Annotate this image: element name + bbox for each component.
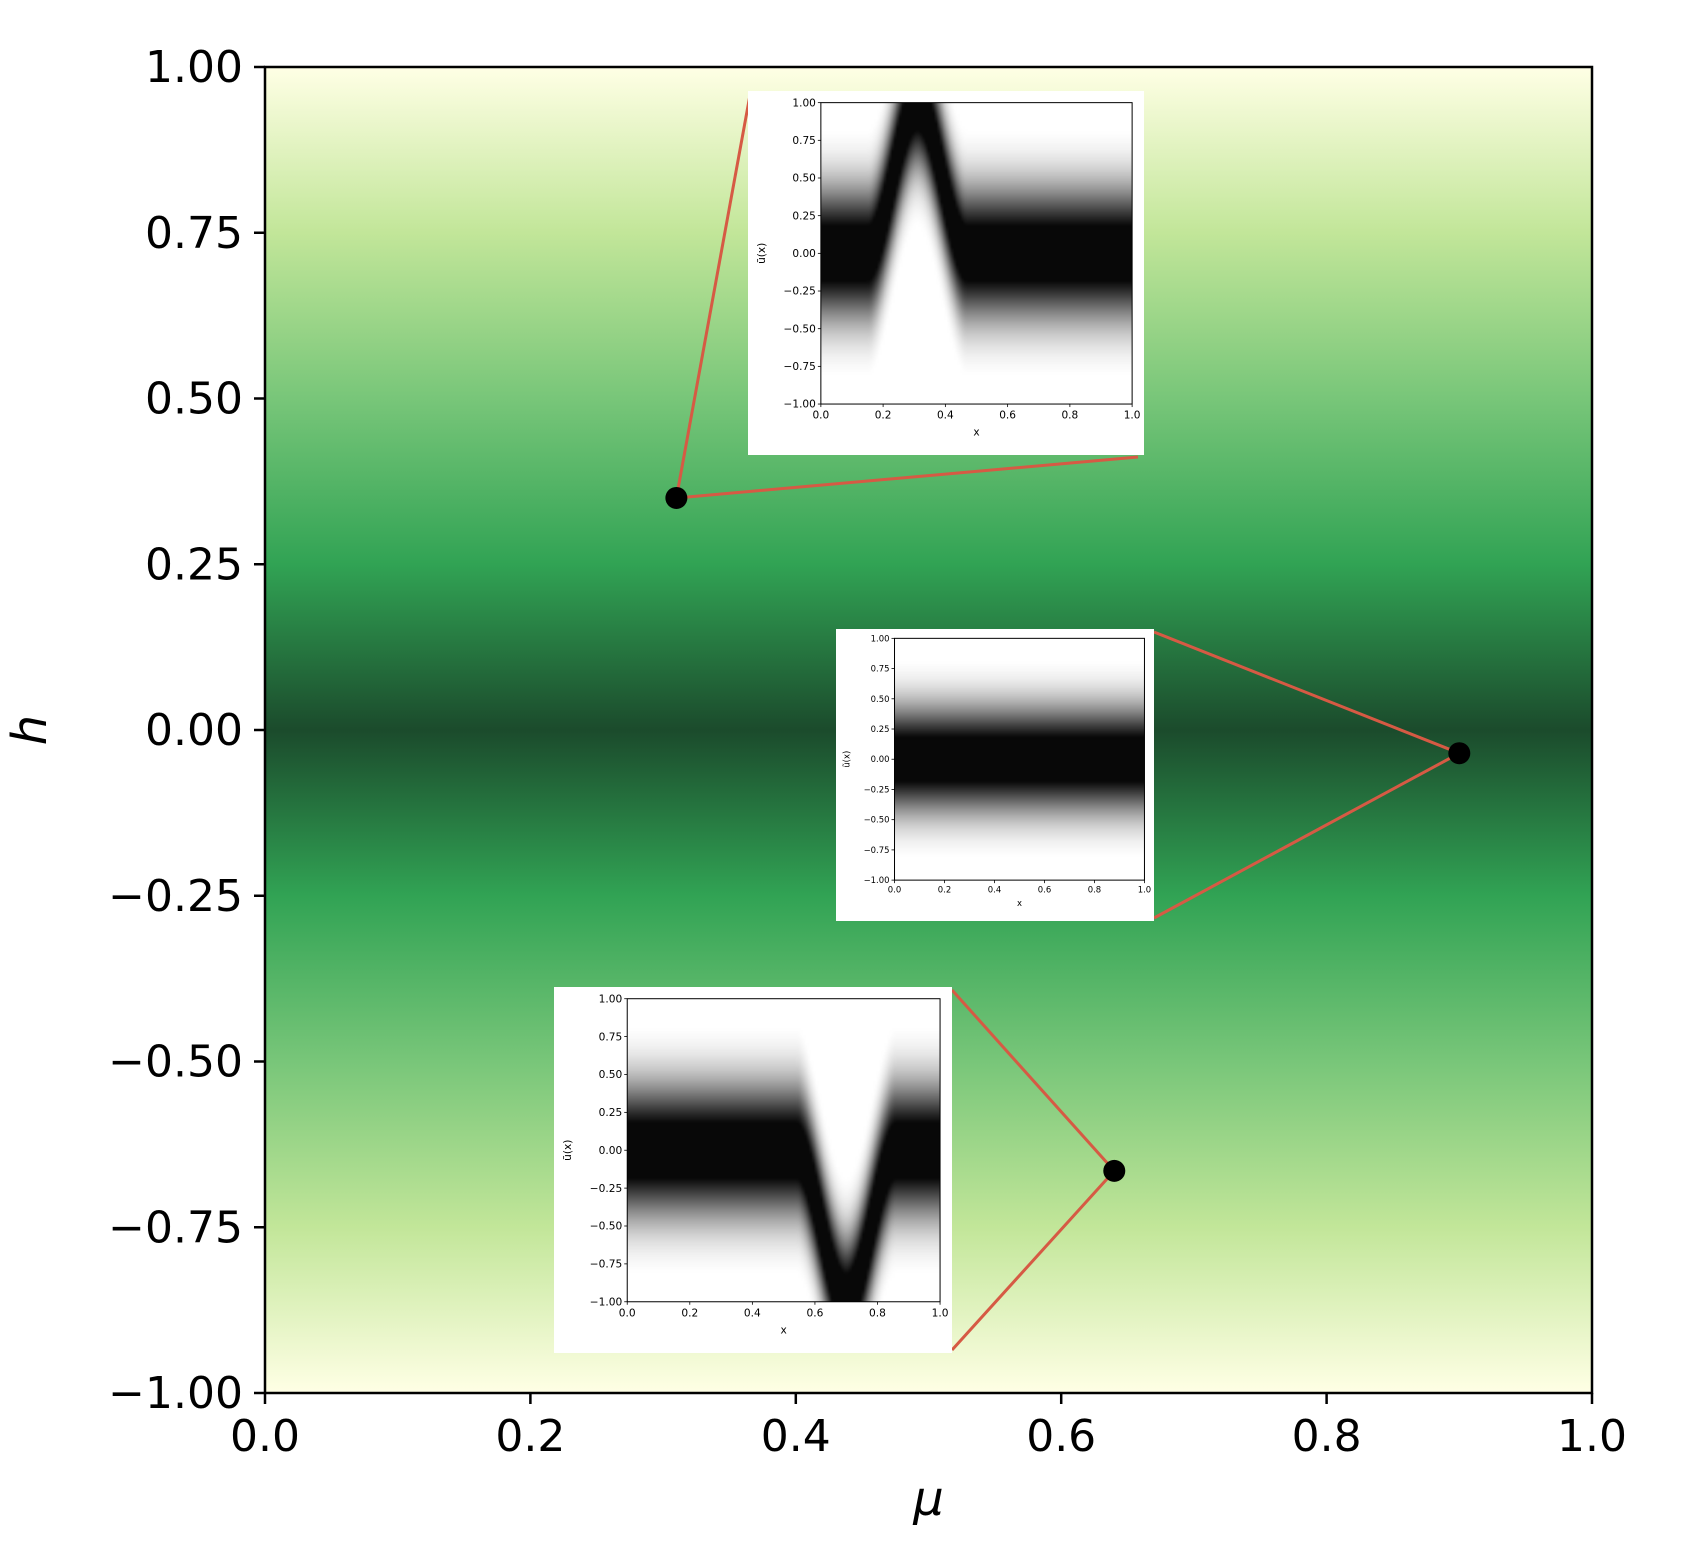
inset-y-tick-label: −0.50 — [590, 1220, 623, 1233]
marker-points — [665, 486, 1471, 1182]
inset-y-tick-label: −1.00 — [784, 399, 817, 411]
inset-y-tick-label: 0.00 — [599, 1144, 623, 1157]
inset-x-tick-label: 0.2 — [681, 1306, 698, 1319]
inset-x-tick-label: 0.8 — [1088, 885, 1101, 895]
y-tick-label: −0.50 — [108, 1037, 243, 1088]
inset-y-tick-label: 0.00 — [792, 248, 816, 260]
inset-x-axis-label: x — [781, 1323, 787, 1336]
connector-lines — [674, 94, 1461, 1352]
inset-density-image — [894, 638, 1145, 881]
inset-x-axis-label: x — [1017, 898, 1022, 908]
inset-x-tick-label: 0.8 — [1061, 410, 1078, 422]
y-tick-label: −0.25 — [108, 871, 243, 922]
x-tick-label: 0.6 — [1026, 1411, 1096, 1462]
inset-x-tick-label: 0.6 — [999, 410, 1016, 422]
inset-x-tick-label: 1.0 — [1124, 410, 1141, 422]
inset-x-tick-label: 1.0 — [932, 1306, 949, 1319]
inset-y-tick-label: 0.75 — [871, 664, 890, 674]
inset-x-tick-label: 0.0 — [888, 885, 901, 895]
inset-y-tick-label: 0.50 — [792, 173, 816, 185]
inset-x-tick-label: 0.0 — [812, 410, 829, 422]
main-axes: 0.0 0.2 0.4 0.6 0.8 1.0 1.00 0.75 0.50 0.25 0.00 −0… — [2, 42, 1627, 1527]
inset-x-tick-label: 0.4 — [937, 410, 954, 422]
inset-plot: 0.0 0.2 0.4 0.6 0.8 1.0 1.00 0.75 0.50 0.25 0.00 −0… — [554, 987, 952, 1353]
inset-x-tick-label: 0.6 — [1038, 885, 1051, 895]
inset-y-tick-label: −0.50 — [784, 323, 817, 335]
inset-y-tick-label: 1.00 — [792, 97, 816, 109]
y-tick-label: −1.00 — [108, 1368, 243, 1419]
connector-line — [1153, 751, 1461, 920]
inset-y-tick-label: 0.25 — [599, 1106, 623, 1119]
inset-y-tick-label: 0.25 — [871, 724, 890, 734]
y-tick-label: 1.00 — [145, 42, 243, 93]
inset-y-tick-label: 0.50 — [871, 694, 890, 704]
inset-plot: 0.0 0.2 0.4 0.6 0.8 1.0 1.00 0.75 0.50 0.25 0.00 −0… — [836, 629, 1154, 921]
x-tick-label: 1.0 — [1557, 1411, 1627, 1462]
parameter-point — [665, 486, 688, 509]
inset-plots: 0.0 0.2 0.4 0.6 0.8 1.0 1.00 0.75 0.50 0.25 0.00 −0… — [554, 91, 1154, 1353]
x-tick-label: 0.2 — [495, 1411, 565, 1462]
inset-x-tick-label: 0.2 — [938, 885, 951, 895]
inset-y-tick-label: −0.75 — [864, 845, 890, 855]
inset-y-tick-label: 1.00 — [871, 633, 890, 643]
inset-y-tick-label: −0.75 — [784, 361, 816, 373]
inset-y-tick-label: 0.50 — [599, 1068, 623, 1081]
inset-plot: 0.0 0.2 0.4 0.6 0.8 1.0 1.00 0.75 0.50 0.25 0.00 −0… — [748, 91, 1144, 455]
parameter-point — [1448, 742, 1471, 765]
inset-x-tick-label: 0.8 — [869, 1306, 886, 1319]
x-tick-label: 0.4 — [761, 1411, 831, 1462]
connector-line — [674, 94, 752, 499]
inset-y-tick-label: −0.25 — [784, 286, 816, 298]
x-tick-label: 0.0 — [230, 1411, 300, 1462]
inset-x-tick-label: 0.2 — [875, 410, 892, 422]
inset-y-tick-label: 1.00 — [599, 992, 623, 1005]
connector-line — [1153, 630, 1460, 755]
inset-y-tick-label: −0.25 — [864, 784, 890, 794]
inset-y-tick-label: −1.00 — [590, 1295, 623, 1308]
inset-x-axis-label: x — [973, 426, 979, 438]
connector-line — [676, 455, 1139, 500]
inset-y-tick-label: −0.25 — [590, 1182, 623, 1195]
inset-x-tick-label: 1.0 — [1138, 885, 1151, 895]
inset-y-tick-label: 0.75 — [599, 1030, 623, 1043]
inset-y-axis-label: ũ(x) — [842, 751, 852, 768]
x-tick-label: 0.8 — [1292, 1411, 1362, 1462]
inset-x-tick-label: 0.6 — [806, 1306, 823, 1319]
inset-density-image — [820, 102, 1133, 405]
inset-y-tick-label: 0.75 — [792, 135, 815, 147]
y-tick-label: 0.25 — [145, 539, 243, 590]
inset-density-image — [627, 998, 941, 1302]
connector-line — [950, 1169, 1116, 1352]
inset-y-axis-label: ũ(x) — [561, 1140, 574, 1161]
inset-x-tick-label: 0.4 — [744, 1306, 761, 1319]
connector-line — [950, 988, 1116, 1172]
y-tick-label: −0.75 — [108, 1202, 243, 1253]
y-tick-label: 0.50 — [145, 374, 243, 425]
inset-x-tick-label: 0.4 — [988, 885, 1001, 895]
inset-y-tick-label: −0.50 — [864, 815, 890, 825]
y-tick-label: 0.75 — [145, 208, 243, 259]
inset-y-tick-label: −0.75 — [590, 1258, 623, 1271]
y-tick-label: 0.00 — [145, 705, 243, 756]
y-axis-label: h — [2, 715, 58, 745]
parameter-point — [1103, 1159, 1126, 1182]
inset-y-axis-label: ũ(x) — [756, 243, 768, 264]
inset-y-tick-label: −1.00 — [864, 875, 890, 885]
x-axis-label: μ — [912, 1471, 944, 1527]
inset-y-tick-label: 0.25 — [792, 210, 815, 222]
inset-x-tick-label: 0.0 — [619, 1306, 636, 1319]
inset-y-tick-label: 0.00 — [871, 754, 890, 764]
